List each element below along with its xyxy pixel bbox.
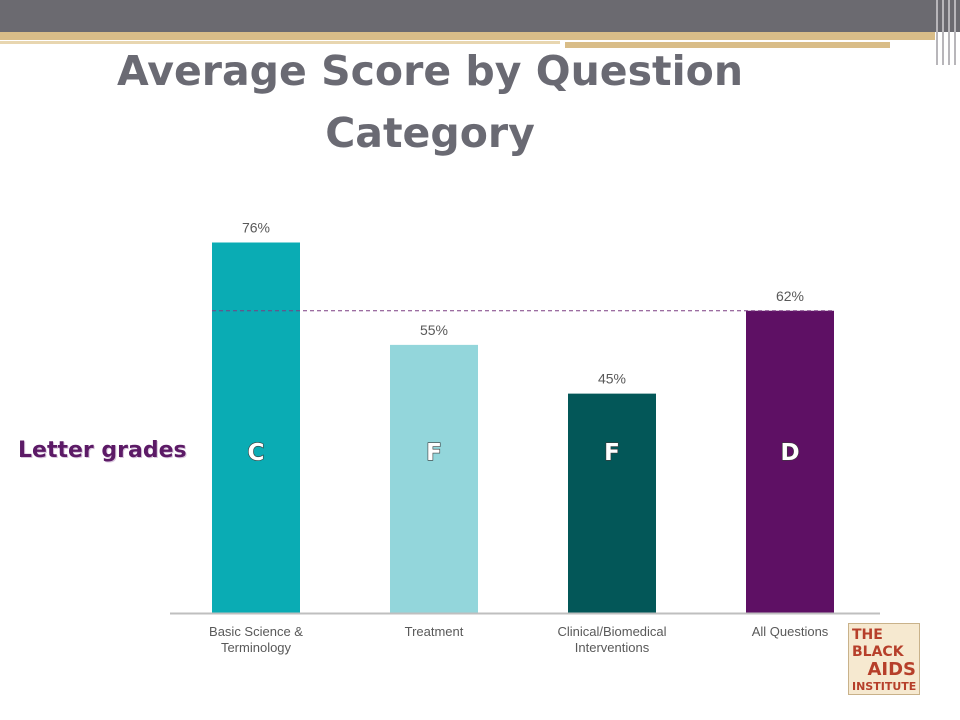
decorative-lines [930,0,960,65]
logo-line: AIDS [867,659,916,680]
data-label: 55% [420,322,448,338]
bar [746,310,834,613]
x-tick-label: Treatment [405,624,464,639]
x-tick-label: All Questions [752,624,829,639]
decorative-stripe [565,42,890,48]
decorative-stripe [0,41,560,44]
bar [568,393,656,613]
x-tick-label: Basic Science & [209,624,303,639]
letter-grade: D [780,440,799,466]
logo-line: THE BLACK [852,627,904,660]
letter-grades-label: Letter grades [18,438,187,463]
letter-grade: C [248,440,265,466]
letter-grade: F [604,440,620,466]
top-banner [0,0,960,32]
slide-title: Average Score by Question Category [116,47,744,157]
x-tick-label: Interventions [575,640,650,655]
data-label: 45% [598,371,626,387]
data-label: 62% [776,288,804,304]
bar [212,242,300,613]
bar [390,344,478,613]
letter-grade: F [426,440,442,466]
black-aids-institute-logo: THE BLACK AIDS INSTITUTE [848,623,920,695]
decorative-stripe [0,32,935,40]
logo-line: INSTITUTE [852,680,917,693]
x-tick-label: Terminology [221,640,292,655]
data-label: 76% [242,220,270,236]
x-tick-label: Clinical/Biomedical [557,624,666,639]
